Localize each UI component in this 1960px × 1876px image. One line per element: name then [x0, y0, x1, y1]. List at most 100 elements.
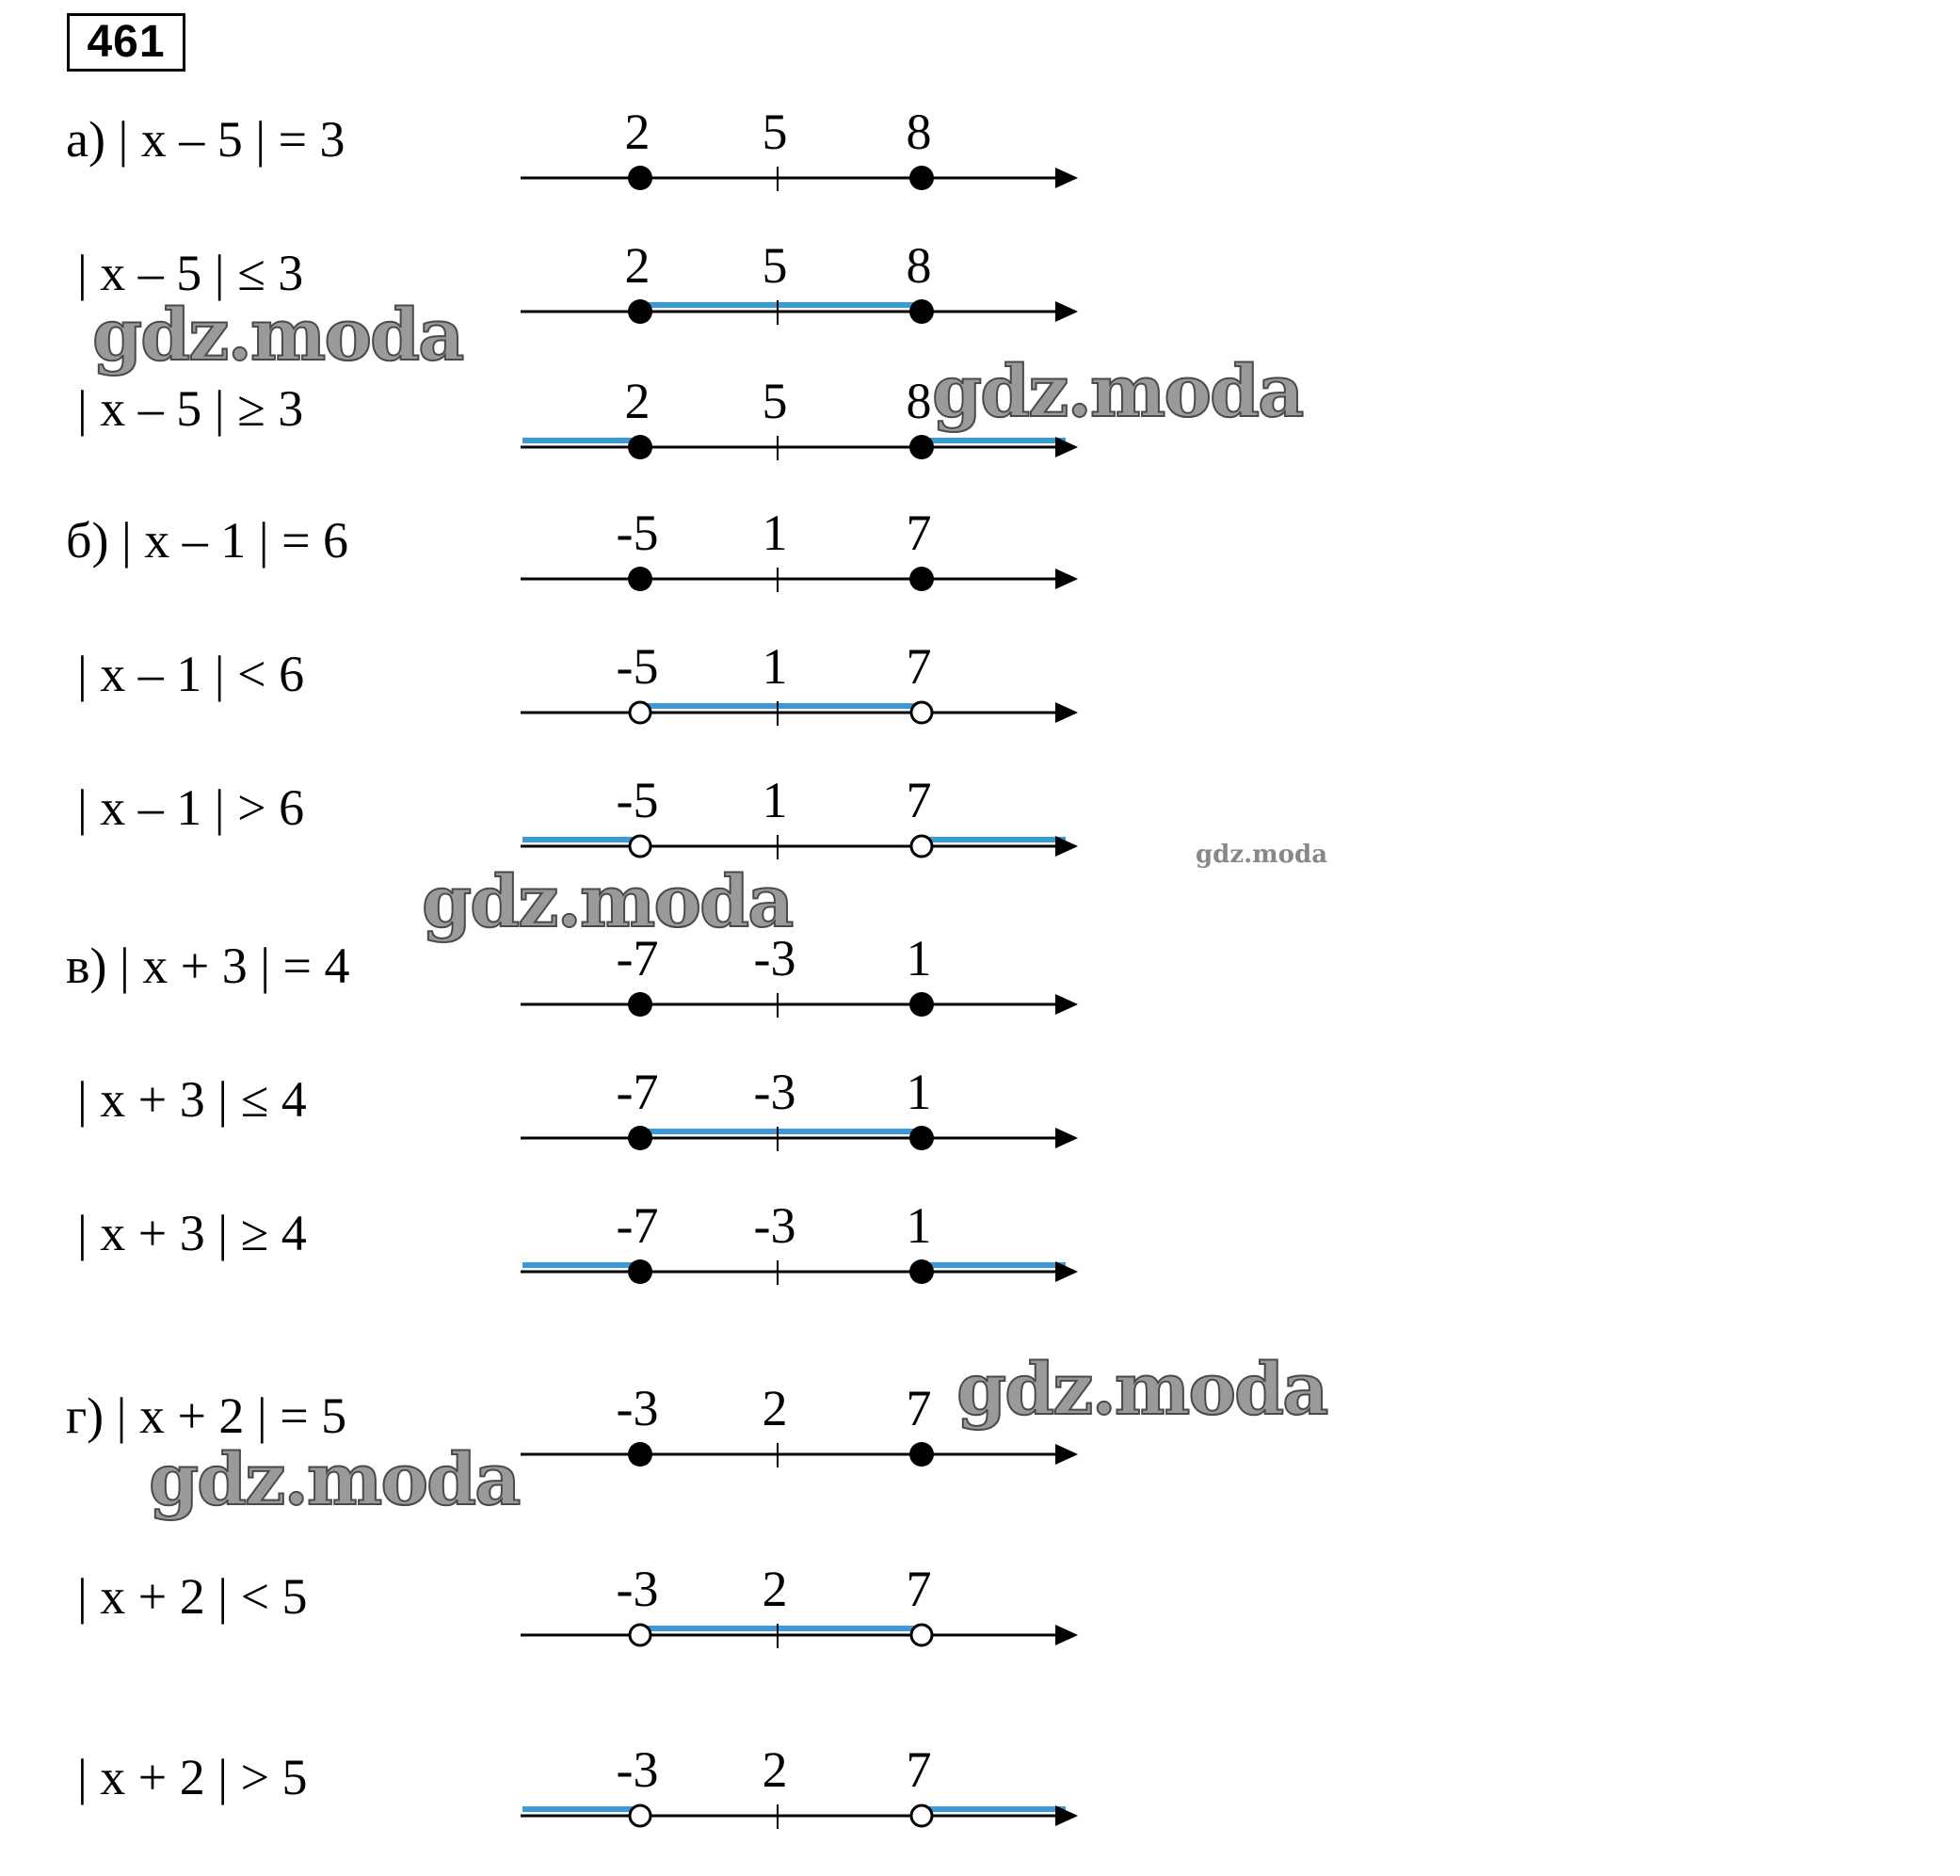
arrow-head-icon [1055, 1444, 1078, 1465]
watermark: gdz.moda [421, 859, 795, 943]
arrow-head-icon [1055, 437, 1078, 457]
tick-label: -5 [617, 638, 659, 695]
watermark: gdz.moda [1196, 841, 1328, 869]
arrow-head-icon [1055, 1625, 1078, 1645]
open-point [628, 1804, 652, 1828]
tick-label: 2 [763, 1741, 788, 1798]
tick-label: 7 [907, 1741, 932, 1798]
inequality-label: | x + 3 | ≤ 4 [77, 1071, 307, 1128]
tick-label: 2 [625, 237, 651, 294]
inequality-label: | x + 2 | < 5 [77, 1568, 308, 1625]
arrow-head-icon [1055, 1128, 1078, 1148]
tick-label: 2 [625, 104, 651, 160]
closed-point [909, 299, 934, 324]
tick-label: -3 [754, 930, 796, 986]
inequality-label: | x – 5 | ≤ 3 [77, 245, 304, 301]
inequality-label: | x + 2 | > 5 [77, 1749, 308, 1805]
closed-point [909, 1442, 934, 1467]
inequality-label: | x – 5 | ≥ 3 [77, 380, 304, 437]
inequality-row: | x + 3 | ≤ 4 -7 -3 1 [0, 1064, 1960, 1184]
tick-label: 7 [907, 1380, 932, 1436]
tick-label: 1 [763, 505, 788, 561]
watermark: gdz.moda [148, 1437, 522, 1521]
number-line: -3 2 7 [521, 1380, 1078, 1467]
closed-point [909, 166, 934, 190]
tick-label: 1 [907, 1197, 932, 1254]
open-point [628, 834, 652, 858]
number-line: -3 2 7 [521, 1561, 1078, 1648]
number-line: -7 -3 1 [521, 1064, 1078, 1151]
arrow-head-icon [1055, 1805, 1078, 1826]
tick-label: 7 [907, 638, 932, 695]
inequality-label: | x – 1 | > 6 [77, 779, 305, 836]
tick-label: -3 [617, 1380, 659, 1436]
arrow-head-icon [1055, 1261, 1078, 1282]
tick-label: 1 [907, 1064, 932, 1120]
number-line: 2 5 8 [521, 237, 1078, 325]
closed-point [628, 1259, 652, 1284]
inequality-row: | x + 2 | < 5 -3 2 7 [0, 1561, 1960, 1681]
inequality-row: | x + 3 | ≥ 4 -7 -3 1 [0, 1197, 1960, 1318]
watermark: gdz.moda [91, 293, 465, 377]
inequality-label: в) | x + 3 | = 4 [66, 938, 350, 994]
open-point [628, 700, 652, 725]
tick-label: 8 [907, 237, 932, 294]
inequality-label: г) | x + 2 | = 5 [66, 1387, 347, 1444]
tick-label: 2 [625, 373, 651, 429]
closed-point [628, 992, 652, 1017]
tick-label: 2 [763, 1380, 788, 1436]
arrow-head-icon [1055, 301, 1078, 322]
closed-point [909, 1126, 934, 1150]
tick-label: -5 [617, 772, 659, 828]
closed-point [909, 992, 934, 1017]
arrow-head-icon [1055, 168, 1078, 188]
closed-point [628, 1442, 652, 1467]
open-point [909, 1623, 934, 1647]
number-line: -5 1 7 [521, 505, 1078, 592]
number-line: -3 2 7 [521, 1741, 1078, 1829]
closed-point [628, 299, 652, 324]
tick-label: 1 [763, 772, 788, 828]
closed-point [909, 1259, 934, 1284]
inequality-row: а) | x – 5 | = 3 2 5 8 [0, 104, 1960, 224]
inequality-row: г) | x + 2 | = 5 -3 2 7 [0, 1380, 1960, 1500]
tick-label: 1 [907, 930, 932, 986]
tick-label: -3 [617, 1741, 659, 1798]
tick-label: 7 [907, 505, 932, 561]
number-line: -7 -3 1 [521, 930, 1078, 1018]
inequality-row: | x + 2 | > 5 -3 2 7 [0, 1741, 1960, 1862]
inequality-row: | x – 5 | ≤ 3 2 5 8 [0, 237, 1960, 358]
tick-label: -7 [617, 1064, 659, 1120]
inequality-row: | x – 5 | ≥ 3 2 5 8 [0, 373, 1960, 493]
tick-label: -7 [617, 930, 659, 986]
number-line: -5 1 7 [521, 772, 1078, 859]
inequality-label: а) | x – 5 | = 3 [66, 111, 345, 168]
number-line: 2 5 8 [521, 373, 1078, 460]
inequality-label: | x – 1 | < 6 [77, 646, 305, 702]
arrow-head-icon [1055, 569, 1078, 589]
open-point [628, 1623, 652, 1647]
number-line: -7 -3 1 [521, 1197, 1078, 1285]
tick-label: -3 [754, 1064, 796, 1120]
inequality-label: | x + 3 | ≥ 4 [77, 1205, 307, 1261]
inequality-label: б) | x – 1 | = 6 [66, 512, 349, 569]
number-line: 2 5 8 [521, 104, 1078, 191]
arrow-head-icon [1055, 702, 1078, 723]
tick-label: 8 [907, 104, 932, 160]
tick-label: 1 [763, 638, 788, 695]
open-point [909, 700, 934, 725]
closed-point [628, 435, 652, 459]
tick-label: 2 [763, 1561, 788, 1617]
tick-label: -3 [617, 1561, 659, 1617]
tick-label: 5 [763, 373, 788, 429]
inequality-row: б) | x – 1 | = 6 -5 1 7 [0, 505, 1960, 625]
tick-label: -7 [617, 1197, 659, 1254]
arrow-head-icon [1055, 994, 1078, 1015]
closed-point [628, 166, 652, 190]
inequality-row: в) | x + 3 | = 4 -7 -3 1 [0, 930, 1960, 1050]
watermark: gdz.moda [931, 349, 1305, 433]
tick-label: 5 [763, 237, 788, 294]
closed-point [909, 435, 934, 459]
tick-label: -3 [754, 1197, 796, 1254]
